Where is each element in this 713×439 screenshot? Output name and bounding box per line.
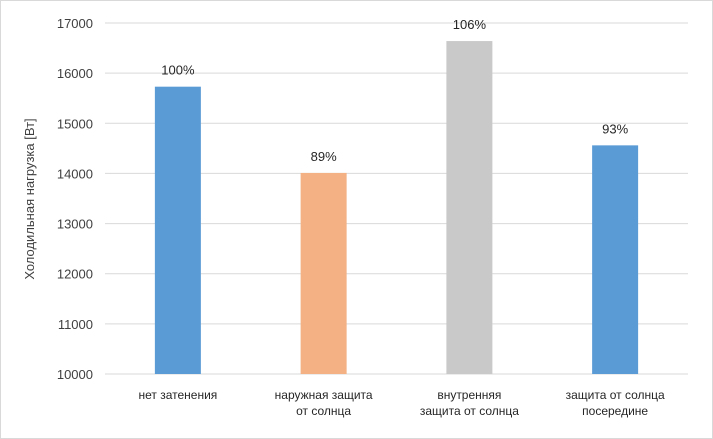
data-label: 93% [602, 121, 628, 136]
category-label: защита от солнца посередине [566, 388, 665, 418]
data-label: 89% [311, 149, 337, 164]
y-tick-label: 10000 [57, 367, 93, 382]
bars [154, 41, 639, 375]
y-axis-ticks: 10000 11000 12000 13000 14000 15000 16000 17000 [57, 16, 93, 382]
category-label: наружная защита от солнца [275, 388, 373, 418]
y-tick-label: 11000 [58, 317, 93, 332]
gridlines [105, 22, 688, 375]
y-tick-label: 14000 [57, 166, 93, 181]
y-tick-label: 15000 [57, 116, 93, 131]
y-axis-label: Холодильная нагрузка [Вт] [22, 118, 37, 279]
bar [592, 145, 639, 374]
bar [446, 41, 493, 375]
data-label: 100% [161, 63, 195, 78]
y-tick-label: 13000 [57, 217, 93, 232]
category-label: внутренняя защита от солнца [420, 388, 519, 418]
bar [154, 86, 201, 374]
x-axis-categories: нет затенения наружная защита от солнца вну… [138, 388, 665, 418]
data-labels: 100% 89% 106% 93% [161, 17, 628, 164]
y-tick-label: 17000 [57, 16, 93, 31]
bar [300, 172, 347, 374]
y-tick-label: 12000 [57, 267, 93, 282]
y-tick-label: 16000 [57, 66, 93, 81]
category-label: нет затенения [138, 388, 217, 402]
data-label: 106% [453, 17, 487, 32]
